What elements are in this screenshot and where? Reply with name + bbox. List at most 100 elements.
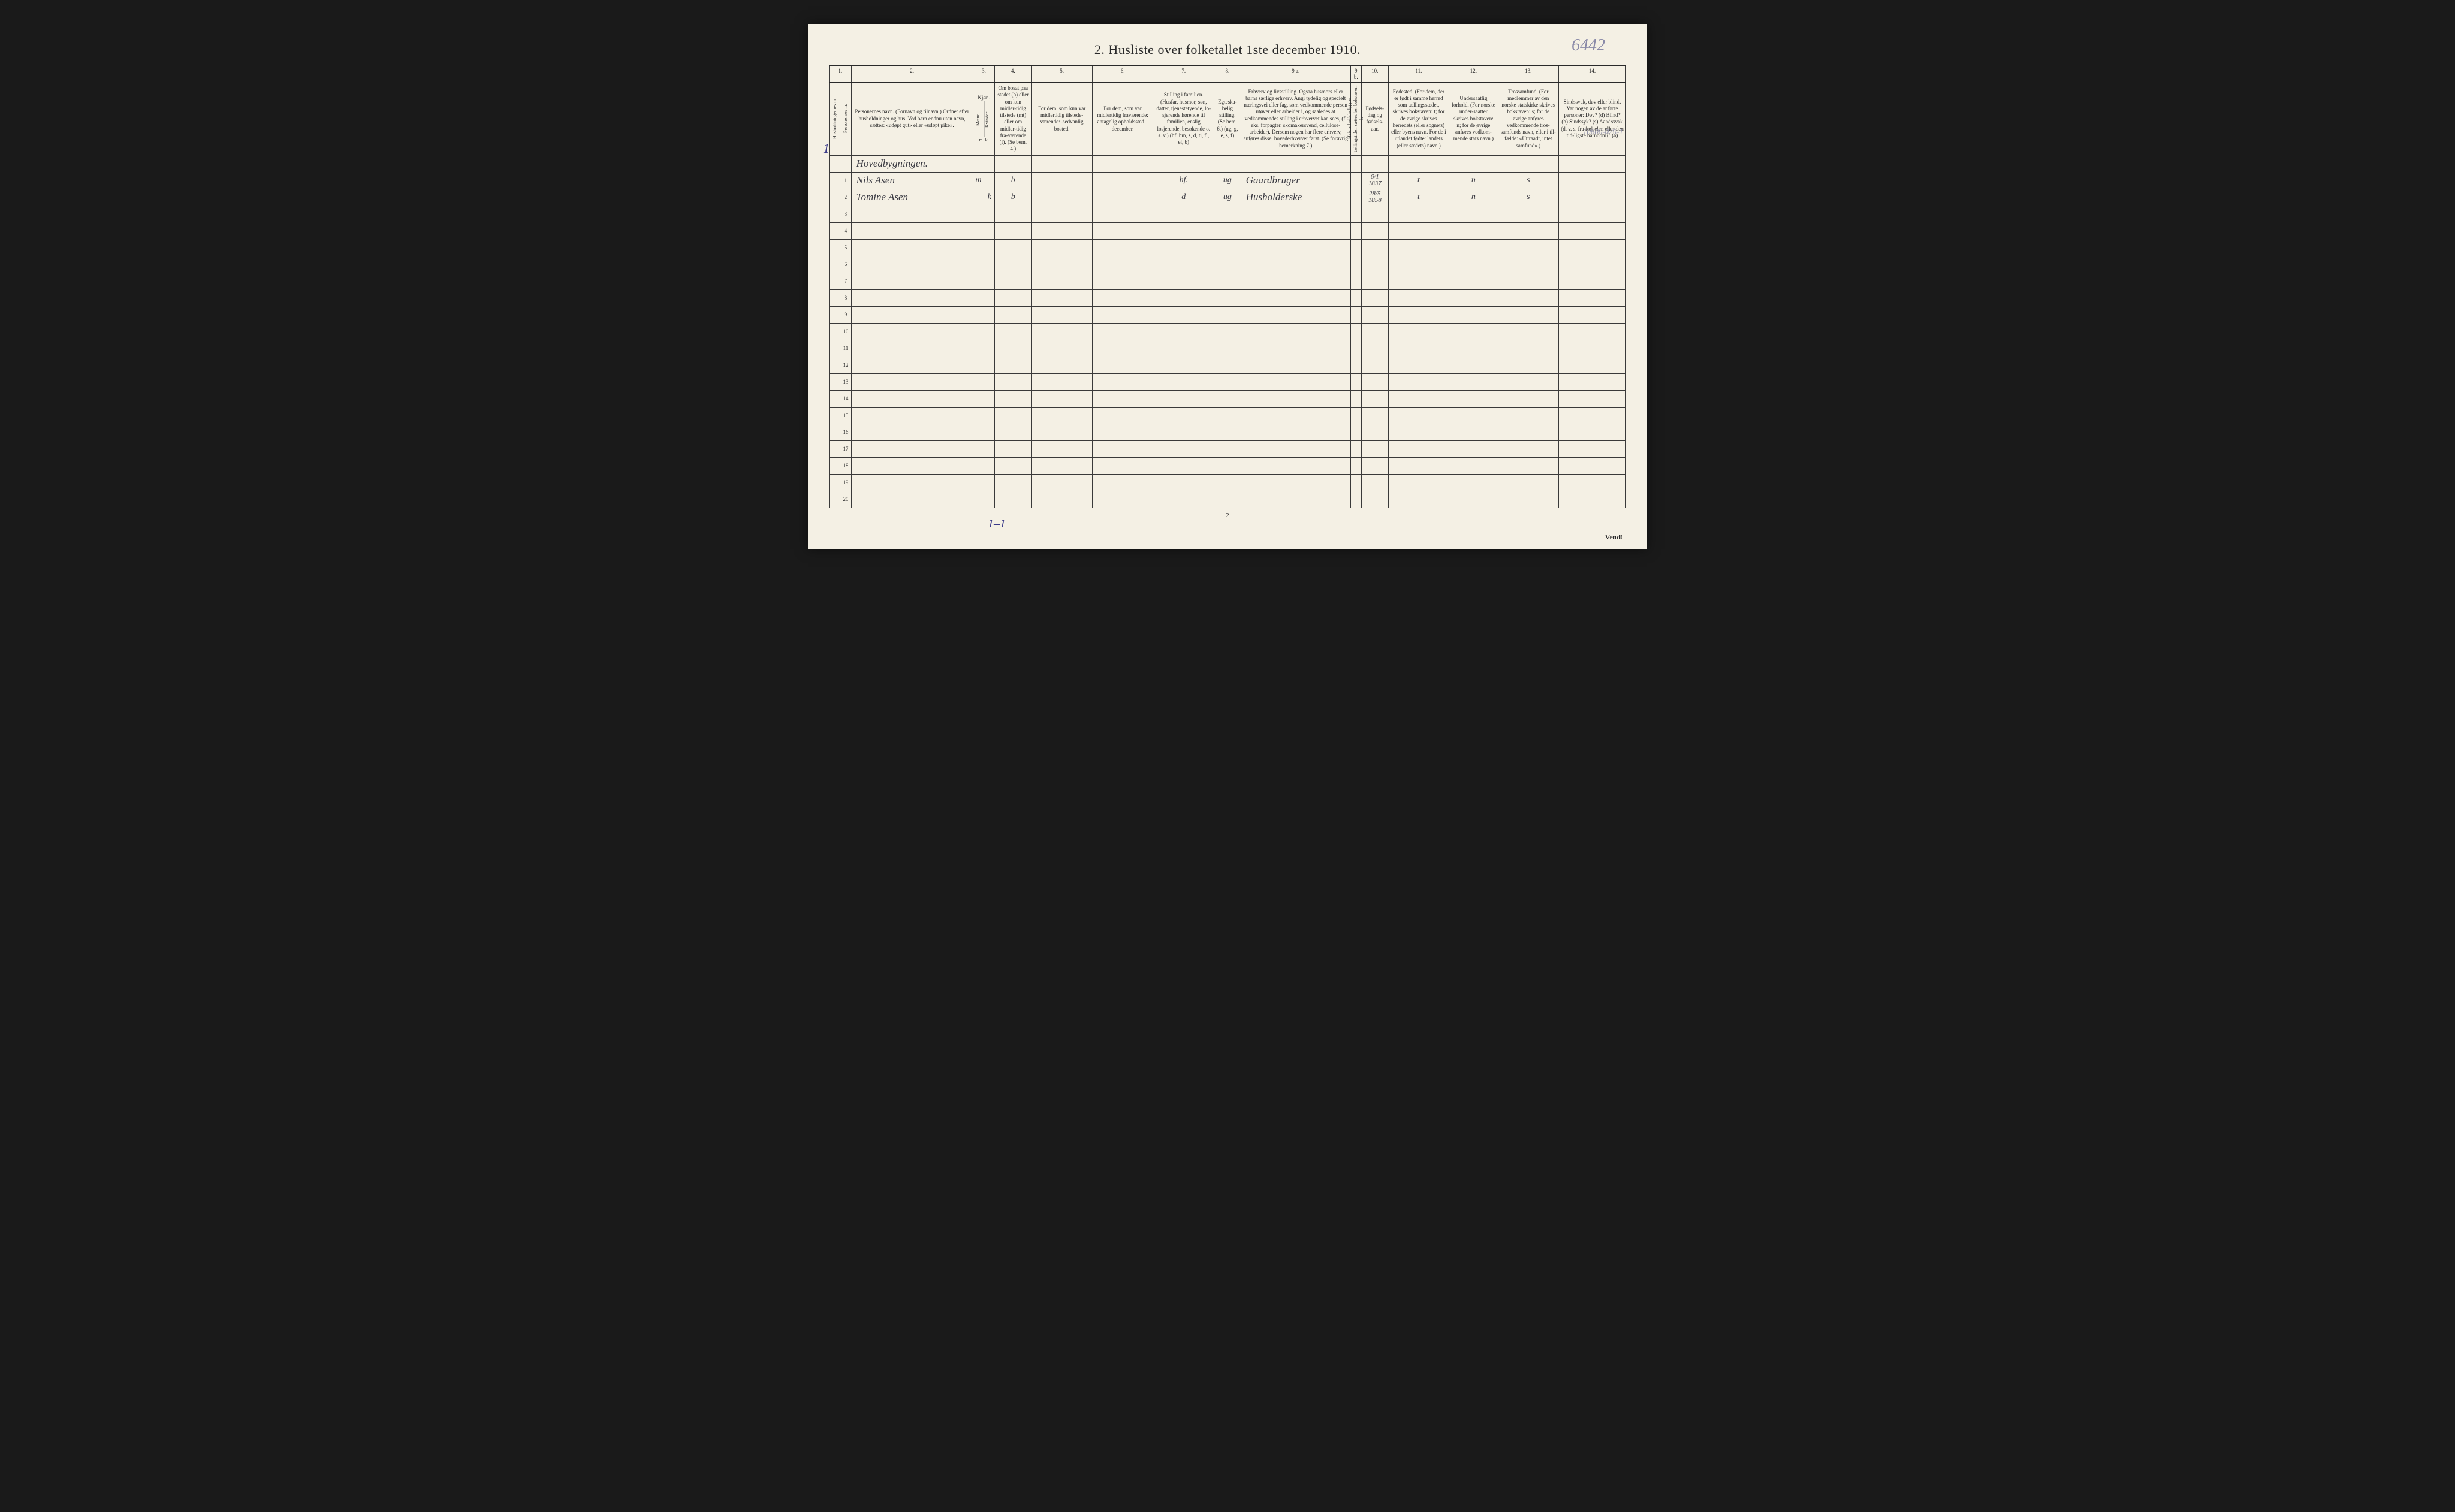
table-row-empty: 19 xyxy=(830,474,1626,491)
colnum-11: 11. xyxy=(1388,65,1449,82)
cell-sex-k xyxy=(984,172,995,189)
cell-hh xyxy=(830,189,840,206)
colnum-6: 6. xyxy=(1092,65,1153,82)
pencil-annotation-side: 10600-020-1 xyxy=(1583,127,1623,137)
vend-label: Vend! xyxy=(1605,533,1623,542)
cell-undersaat: n xyxy=(1449,189,1498,206)
colnum-1: 1. xyxy=(830,65,852,82)
table-row-empty: 16 xyxy=(830,424,1626,440)
table-body: Hovedbygningen.1Nils Asenmbhf.ugGaardbru… xyxy=(830,155,1626,508)
cell-pnum: 4 xyxy=(840,222,851,239)
cell-c5 xyxy=(1032,172,1093,189)
cell-stilling: d xyxy=(1153,189,1214,206)
header-maend: Mænd. xyxy=(975,101,984,137)
header-kvinder: Kvinder. xyxy=(984,101,993,137)
cell-egte: ug xyxy=(1214,189,1241,206)
margin-mark: 1 xyxy=(823,141,830,156)
colnum-9b: 9 b. xyxy=(1350,65,1361,82)
table-row: 1Nils Asenmbhf.ugGaardbruger6/11837tns xyxy=(830,172,1626,189)
header-fodested: Fødested. (For dem, der er født i samme … xyxy=(1388,82,1449,155)
header-kjon: Kjøn. Mænd. Kvinder. m. k. xyxy=(973,82,995,155)
cell-hh xyxy=(830,155,840,172)
cell-pnum: 16 xyxy=(840,424,851,440)
cell-hh xyxy=(830,172,840,189)
cell-pnum: 17 xyxy=(840,440,851,457)
cell-pnum: 1 xyxy=(840,172,851,189)
table-header: 1. 2. 3. 4. 5. 6. 7. 8. 9 a. 9 b. 10. 11… xyxy=(830,65,1626,155)
cell-pnum: 14 xyxy=(840,390,851,407)
cell-sex-m: m xyxy=(973,172,984,189)
header-mk: m. k. xyxy=(975,137,993,143)
colnum-5: 5. xyxy=(1032,65,1093,82)
column-number-row: 1. 2. 3. 4. 5. 6. 7. 8. 9 a. 9 b. 10. 11… xyxy=(830,65,1626,82)
cell-pnum: 15 xyxy=(840,407,851,424)
colnum-13: 13. xyxy=(1498,65,1559,82)
header-row: Husholdningernes nr. Personernes nr. Per… xyxy=(830,82,1626,155)
cell-tros: s xyxy=(1498,189,1559,206)
cell-bosat: b xyxy=(995,189,1032,206)
census-page: 6442 10600-020-1 1 2. Husliste over folk… xyxy=(808,24,1647,549)
table-row-empty: 20 xyxy=(830,491,1626,508)
cell-undersaat: n xyxy=(1449,172,1498,189)
cell-fodsel: 28/51858 xyxy=(1361,189,1388,206)
page-number: 2 xyxy=(829,512,1626,519)
table-row-empty: 4 xyxy=(830,222,1626,239)
table-row-empty: 17 xyxy=(830,440,1626,457)
cell-pnum: 10 xyxy=(840,323,851,340)
cell-pnum xyxy=(840,155,851,172)
colnum-4: 4. xyxy=(995,65,1032,82)
colnum-10: 10. xyxy=(1361,65,1388,82)
table-row-empty: 7 xyxy=(830,273,1626,289)
cell-pnum: 7 xyxy=(840,273,851,289)
cell-fodested: t xyxy=(1388,172,1449,189)
cell-pnum: 2 xyxy=(840,189,851,206)
cell-pnum: 13 xyxy=(840,373,851,390)
cell-pnum: 20 xyxy=(840,491,851,508)
table-row-empty: 6 xyxy=(830,256,1626,273)
header-kjon-label: Kjøn. xyxy=(975,95,993,101)
colnum-2: 2. xyxy=(851,65,973,82)
header-person-nr: Personernes nr. xyxy=(840,82,851,155)
table-row-empty: 18 xyxy=(830,457,1626,474)
header-undersaat: Undersaatlig forhold. (For norske under-… xyxy=(1449,82,1498,155)
cell-c9b xyxy=(1350,189,1361,206)
cell-pnum: 5 xyxy=(840,239,851,256)
cell-fodsel: 6/11837 xyxy=(1361,172,1388,189)
table-row-empty: 11 xyxy=(830,340,1626,357)
header-sindssvak: Sindssvak, døv eller blind. Var nogen av… xyxy=(1559,82,1626,155)
cell-pnum: 11 xyxy=(840,340,851,357)
cell-erhverv: Husholderske xyxy=(1241,189,1350,206)
cell-pnum: 12 xyxy=(840,357,851,373)
cell-pnum: 8 xyxy=(840,289,851,306)
table-row-empty: 13 xyxy=(830,373,1626,390)
cell-sex-m xyxy=(973,189,984,206)
header-bosat: Om bosat paa stedet (b) eller om kun mid… xyxy=(995,82,1032,155)
header-arbeidsledig: Hvis arbeidsledig paa tællingstiden sætt… xyxy=(1350,82,1361,155)
colnum-14: 14. xyxy=(1559,65,1626,82)
header-fodselsdag: Fødsels-dag og fødsels-aar. xyxy=(1361,82,1388,155)
colnum-7: 7. xyxy=(1153,65,1214,82)
colnum-3: 3. xyxy=(973,65,995,82)
cell-c9b xyxy=(1350,172,1361,189)
header-navn: Personernes navn. (Fornavn og tilnavn.) … xyxy=(851,82,973,155)
pencil-annotation-topright: 6442 xyxy=(1572,36,1605,55)
cell-c14 xyxy=(1559,172,1626,189)
cell-pnum: 9 xyxy=(840,306,851,323)
header-midl-fravaerende: For dem, som var midlertidig fraværende:… xyxy=(1092,82,1153,155)
cell-pnum: 6 xyxy=(840,256,851,273)
table-row-empty: 3 xyxy=(830,206,1626,222)
colnum-9a: 9 a. xyxy=(1241,65,1350,82)
cell-stilling: hf. xyxy=(1153,172,1214,189)
cell-pnum: 3 xyxy=(840,206,851,222)
cell-bosat: b xyxy=(995,172,1032,189)
cell-c6 xyxy=(1092,189,1153,206)
table-row-empty: 10 xyxy=(830,323,1626,340)
bottom-mark: 1–1 xyxy=(988,517,1006,531)
cell-name: Hovedbygningen. xyxy=(851,155,973,172)
cell-erhverv: Gaardbruger xyxy=(1241,172,1350,189)
header-egteskab: Egteska-belig stilling. (Se bem. 6.) (ug… xyxy=(1214,82,1241,155)
cell-pnum: 19 xyxy=(840,474,851,491)
cell-tros: s xyxy=(1498,172,1559,189)
header-husholdning-nr: Husholdningernes nr. xyxy=(830,82,840,155)
header-trossamfund: Trossamfund. (For medlemmer av den norsk… xyxy=(1498,82,1559,155)
